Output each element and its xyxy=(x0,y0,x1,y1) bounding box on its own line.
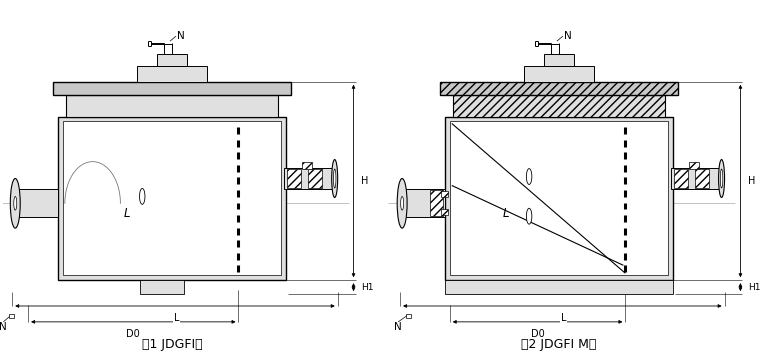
Text: L: L xyxy=(174,313,179,323)
Ellipse shape xyxy=(526,169,532,184)
Bar xyxy=(695,169,709,188)
Bar xyxy=(439,82,678,95)
Text: D0: D0 xyxy=(531,329,545,339)
Bar xyxy=(403,190,445,217)
Bar xyxy=(140,280,185,294)
Ellipse shape xyxy=(140,188,145,204)
Bar xyxy=(445,117,673,280)
Bar xyxy=(137,66,207,82)
Ellipse shape xyxy=(526,208,532,224)
Bar xyxy=(284,168,332,190)
Bar xyxy=(287,169,301,188)
Bar xyxy=(674,169,687,188)
Ellipse shape xyxy=(398,179,407,228)
Ellipse shape xyxy=(10,179,21,228)
Bar xyxy=(58,117,286,280)
Ellipse shape xyxy=(332,160,338,197)
Bar xyxy=(157,54,187,66)
Text: N: N xyxy=(0,322,7,332)
Text: N: N xyxy=(564,31,571,41)
Bar xyxy=(452,95,665,117)
Ellipse shape xyxy=(401,196,404,210)
Bar xyxy=(689,162,699,169)
Text: L: L xyxy=(503,207,510,220)
Text: H: H xyxy=(362,176,369,186)
Bar xyxy=(9,314,14,318)
Ellipse shape xyxy=(720,169,723,188)
Bar xyxy=(671,168,719,190)
Bar xyxy=(544,54,574,66)
Bar xyxy=(66,95,278,117)
Bar xyxy=(441,191,448,197)
Bar xyxy=(406,314,411,318)
Text: D0: D0 xyxy=(127,329,140,339)
Bar xyxy=(445,280,673,294)
Text: H1: H1 xyxy=(362,283,374,292)
Text: L: L xyxy=(561,313,567,323)
Text: H1: H1 xyxy=(749,283,761,292)
Ellipse shape xyxy=(14,196,17,210)
Ellipse shape xyxy=(333,169,336,188)
Bar xyxy=(53,82,291,95)
Bar xyxy=(441,209,448,215)
Bar xyxy=(302,162,312,169)
Bar xyxy=(430,190,443,216)
Bar xyxy=(16,190,58,217)
Text: L: L xyxy=(124,207,130,220)
Text: N: N xyxy=(394,322,402,332)
Bar xyxy=(524,66,594,82)
Bar xyxy=(449,121,668,275)
Bar xyxy=(63,121,281,275)
Text: 图1 JDGFI型: 图1 JDGFI型 xyxy=(142,338,202,351)
Text: H: H xyxy=(749,176,755,186)
Ellipse shape xyxy=(719,160,725,197)
Text: 图2 JDGFI M型: 图2 JDGFI M型 xyxy=(521,338,597,351)
Text: N: N xyxy=(177,31,185,41)
Bar xyxy=(308,169,322,188)
